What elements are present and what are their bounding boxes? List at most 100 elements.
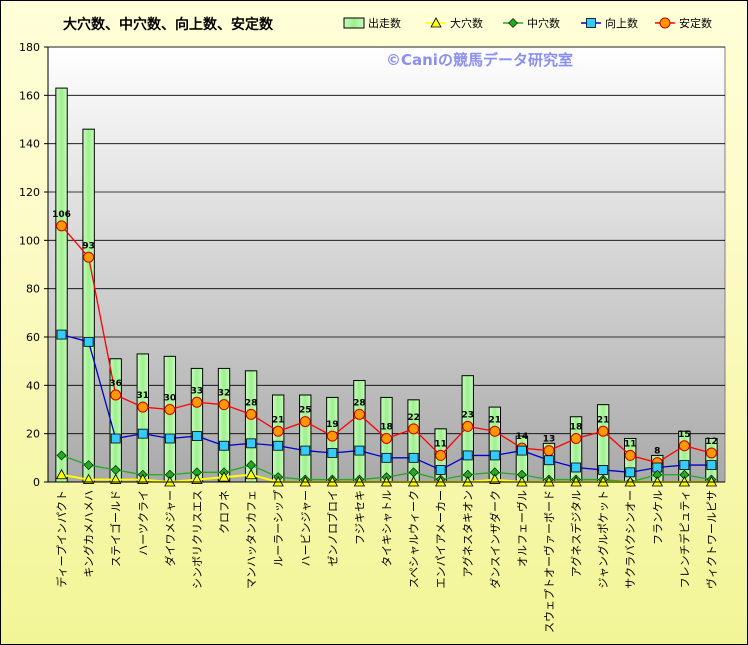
marker-安定数 — [191, 396, 203, 408]
x-category-label: フレンチデピュティ — [677, 490, 691, 588]
x-category-label: ステイゴールド — [109, 490, 123, 567]
data-label: 25 — [299, 406, 312, 416]
legend-label: 安定数 — [679, 16, 712, 30]
marker-向上数 — [706, 460, 717, 470]
x-category-label: クロフネ — [218, 490, 231, 534]
data-label: 8 — [654, 447, 660, 457]
marker-安定数 — [218, 399, 230, 411]
y-tick-label: 60 — [26, 331, 40, 344]
x-category-label: ヴィクトワールピサ — [704, 490, 718, 589]
data-label: 106 — [52, 210, 71, 220]
bar-出走数 — [353, 380, 366, 483]
bar-出走数 — [163, 355, 177, 483]
marker-中穴数 — [56, 450, 67, 461]
legend-label: 出走数 — [368, 16, 401, 30]
data-label: 28 — [245, 398, 258, 408]
marker-大穴数 — [137, 473, 149, 484]
marker-向上数 — [354, 445, 365, 456]
marker-向上数 — [137, 428, 148, 439]
data-label: 93 — [82, 241, 95, 251]
marker-安定数 — [137, 401, 149, 413]
legend-item: 中穴数 — [503, 16, 560, 30]
marker-向上数 — [462, 450, 473, 461]
marker-大穴数 — [55, 468, 68, 480]
y-tick-label: 180 — [19, 41, 40, 54]
marker-中穴数 — [83, 460, 94, 471]
data-label: 21 — [272, 415, 285, 425]
marker-安定数 — [272, 425, 284, 437]
marker-向上数 — [110, 433, 121, 444]
data-label: 14 — [516, 432, 529, 442]
x-category-label: ディープインパクト — [55, 490, 69, 588]
legend: 出走数 大穴数 中穴数 向上数 安定数 — [343, 16, 712, 30]
marker-安定数 — [408, 423, 420, 435]
y-tick-label: 160 — [19, 89, 40, 102]
chart-title: 大穴数、中穴数、向上数、安定数 — [63, 16, 274, 33]
marker-向上数 — [489, 450, 500, 461]
data-label: 22 — [407, 413, 420, 423]
data-label: 12 — [705, 437, 718, 447]
marker-向上数 — [544, 455, 554, 466]
marker-安定数 — [110, 389, 122, 401]
marker-向上数 — [571, 462, 581, 473]
bar-出走数 — [136, 353, 149, 483]
x-axis: ディープインパクト キングカメハメハ ステイゴールド ハーツクライ ダイワメジャー シンボ… — [48, 481, 725, 633]
marker-安定数 — [164, 404, 176, 415]
marker-安定数 — [624, 449, 636, 461]
data-label: 15 — [678, 430, 691, 440]
y-tick-label: 40 — [26, 379, 40, 392]
data-label: 23 — [461, 410, 474, 420]
marker-安定数 — [597, 425, 609, 437]
data-label: 28 — [353, 398, 366, 408]
marker-向上数 — [56, 329, 67, 340]
x-category-label: オルフェーヴル — [515, 490, 529, 567]
bar-出走数 — [82, 128, 95, 483]
legend-marker — [508, 18, 518, 28]
legend-swatch — [343, 17, 365, 29]
legend-item: 大穴数 — [426, 16, 483, 30]
x-category-label: サクラバクシンオー — [624, 490, 637, 589]
marker-向上数 — [598, 465, 609, 475]
x-category-label: ルーラーシップ — [272, 490, 285, 567]
y-tick-label: 0 — [33, 476, 40, 489]
marker-安定数 — [570, 433, 582, 444]
x-category-label: エンパイアメーカー — [435, 490, 448, 588]
data-label: 18 — [380, 423, 393, 433]
marker-向上数 — [219, 440, 229, 451]
marker-向上数 — [327, 448, 338, 458]
x-category-label: アグネスタキオン — [461, 490, 475, 577]
marker-安定数 — [56, 220, 68, 232]
y-tick-label: 20 — [26, 428, 40, 441]
data-labels: 106 93 36 31 30 33 32 28 21 25 19 28 18 22 11 23 21 14 13 1… — [52, 210, 718, 457]
legend-label: 大穴数 — [450, 16, 483, 30]
marker-安定数 — [543, 445, 555, 457]
x-category-label: マンハッタンカフェ — [245, 490, 258, 589]
data-label: 21 — [597, 415, 610, 425]
y-axis: 0 20 40 60 80 100 120 140 160 180 — [19, 41, 49, 489]
marker-安定数 — [489, 425, 501, 437]
marker-安定数 — [245, 408, 257, 420]
data-label: 30 — [164, 394, 177, 404]
marker-向上数 — [300, 445, 311, 456]
x-category-label: スペシャルウィーク — [408, 490, 421, 588]
marker-安定数 — [299, 416, 311, 428]
x-category-label: ジャングルポケット — [596, 490, 610, 588]
x-category-label: キングカメハメハ — [82, 490, 96, 578]
marker-安定数 — [678, 440, 690, 452]
marker-安定数 — [353, 408, 365, 420]
x-category-label: ダンスインザダーク — [488, 490, 502, 589]
marker-向上数 — [517, 445, 527, 456]
legend-marker — [659, 17, 671, 29]
data-label: 32 — [218, 389, 231, 399]
marker-向上数 — [273, 440, 284, 451]
marker-大穴数 — [191, 473, 203, 484]
marker-安定数 — [83, 251, 95, 263]
marker-向上数 — [381, 452, 392, 463]
marker-安定数 — [381, 433, 392, 444]
legend-marker — [430, 17, 442, 28]
marker-安定数 — [462, 420, 474, 432]
y-tick-label: 120 — [19, 186, 40, 199]
data-label: 13 — [543, 435, 556, 445]
bar-出走数 — [271, 394, 285, 483]
